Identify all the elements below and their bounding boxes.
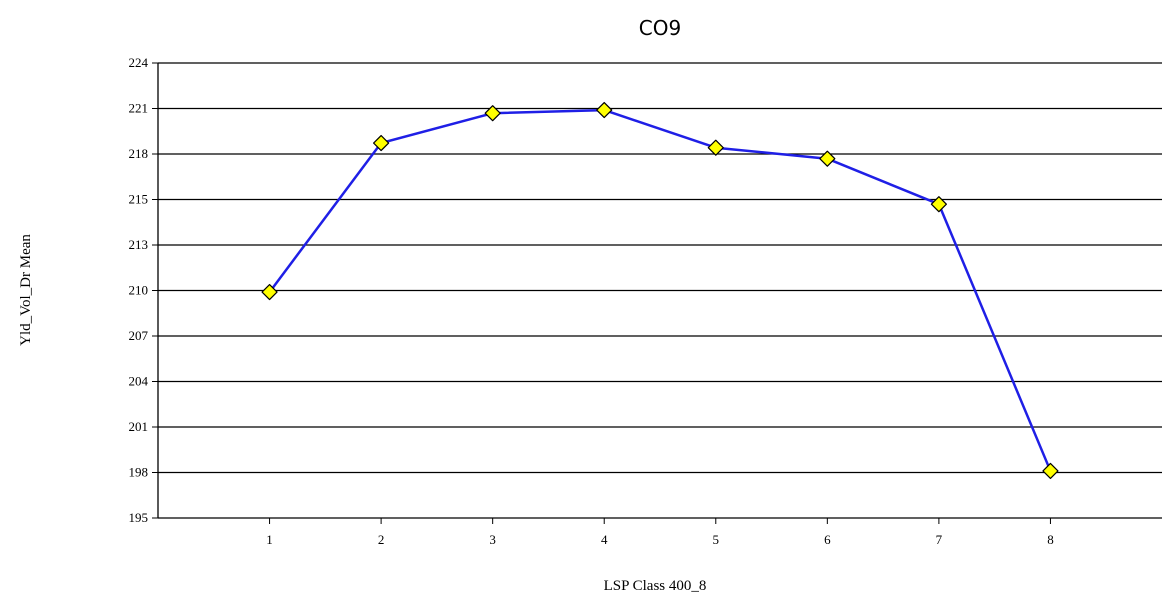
data-point <box>930 196 947 213</box>
series-layer <box>268 108 1052 472</box>
data-point <box>596 101 613 119</box>
data-point <box>707 139 724 156</box>
y-tick-label: 218 <box>129 146 149 161</box>
x-tick-label: 2 <box>378 532 385 547</box>
data-point <box>1042 462 1059 480</box>
x-tick-label: 4 <box>601 532 608 547</box>
data-point <box>819 150 836 167</box>
y-tick-label: 224 <box>129 55 149 70</box>
y-axis-label: Yld_Vol_Dr Mean <box>18 234 34 346</box>
y-tick-label: 201 <box>129 419 149 434</box>
y-tick-label: 215 <box>129 192 149 207</box>
x-axis-label: LSP Class 400_8 <box>604 578 707 594</box>
y-tick-label: 210 <box>129 283 149 298</box>
gridlines <box>158 62 1162 474</box>
y-tick-label: 204 <box>129 374 149 389</box>
x-tick-label: 7 <box>936 532 943 547</box>
y-tick-label: 195 <box>129 510 149 525</box>
x-tick-label: 5 <box>713 532 720 547</box>
y-tick-label: 198 <box>129 465 149 480</box>
chart-title: CO9 <box>639 16 681 40</box>
y-tick-labels: 195 198 201 204 207 210 213 215 218 221 224 <box>129 55 149 525</box>
data-point <box>484 105 501 122</box>
series-line <box>268 108 1052 472</box>
y-tick-label: 207 <box>129 328 149 343</box>
data-point <box>373 134 390 152</box>
y-tick-label: 221 <box>129 101 149 116</box>
y-tick-label: 213 <box>129 237 149 252</box>
x-tick-labels: 1 2 3 4 5 6 7 8 <box>266 532 1053 547</box>
data-point <box>261 283 278 301</box>
x-tick-label: 3 <box>489 532 496 547</box>
x-tick-label: 8 <box>1047 532 1054 547</box>
x-tick-label: 1 <box>266 532 273 547</box>
x-tick-label: 6 <box>824 532 831 547</box>
marker-layer <box>261 101 1059 480</box>
axes <box>152 62 1162 524</box>
